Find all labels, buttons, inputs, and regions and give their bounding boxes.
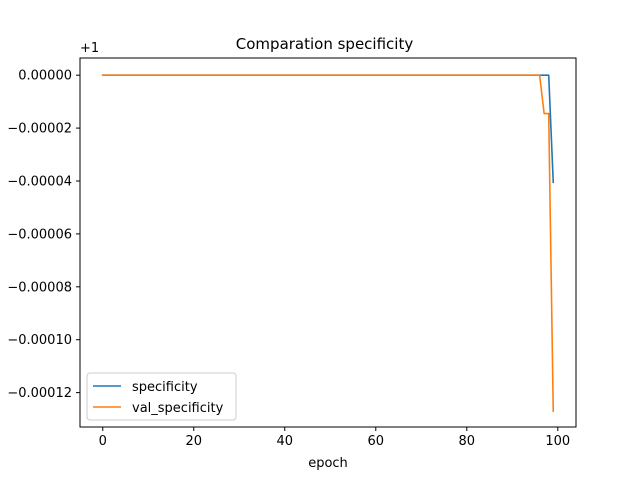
x-tick-label: 60 bbox=[368, 434, 385, 449]
x-tick-label: 100 bbox=[545, 434, 570, 449]
x-axis-ticks: 0 20 40 60 80 100 bbox=[99, 427, 570, 449]
y-axis-ticks: 0.00000 −0.00002 −0.00004 −0.00006 −0.00008 −… bbox=[7, 69, 80, 401]
y-offset-label: +1 bbox=[80, 41, 99, 56]
y-tick-label: −0.00006 bbox=[7, 227, 72, 242]
y-tick-label: 0.00000 bbox=[18, 69, 72, 84]
chart-title: Comparation specificity bbox=[236, 35, 414, 53]
series-group bbox=[101, 74, 555, 412]
legend-label-specificity: specificity bbox=[132, 380, 198, 395]
y-tick-label: −0.00004 bbox=[7, 175, 72, 190]
legend-frame bbox=[86, 372, 237, 421]
series-line-val-specificity bbox=[101, 74, 555, 412]
legend-label-val-specificity: val_specificity bbox=[132, 401, 224, 416]
legend: specificity val_specificity bbox=[86, 372, 237, 421]
plot-frame bbox=[79, 57, 577, 428]
y-tick-label: −0.00012 bbox=[7, 386, 72, 401]
series-line-specificity bbox=[101, 74, 555, 184]
x-tick-label: 0 bbox=[99, 434, 107, 449]
x-tick-label: 20 bbox=[185, 434, 202, 449]
y-tick-label: −0.00010 bbox=[7, 333, 72, 348]
y-tick-label: −0.00002 bbox=[7, 122, 72, 137]
x-tick-label: 40 bbox=[276, 434, 293, 449]
y-tick-label: −0.00008 bbox=[7, 280, 72, 295]
x-axis-title: epoch bbox=[308, 456, 348, 471]
x-tick-label: 80 bbox=[459, 434, 476, 449]
